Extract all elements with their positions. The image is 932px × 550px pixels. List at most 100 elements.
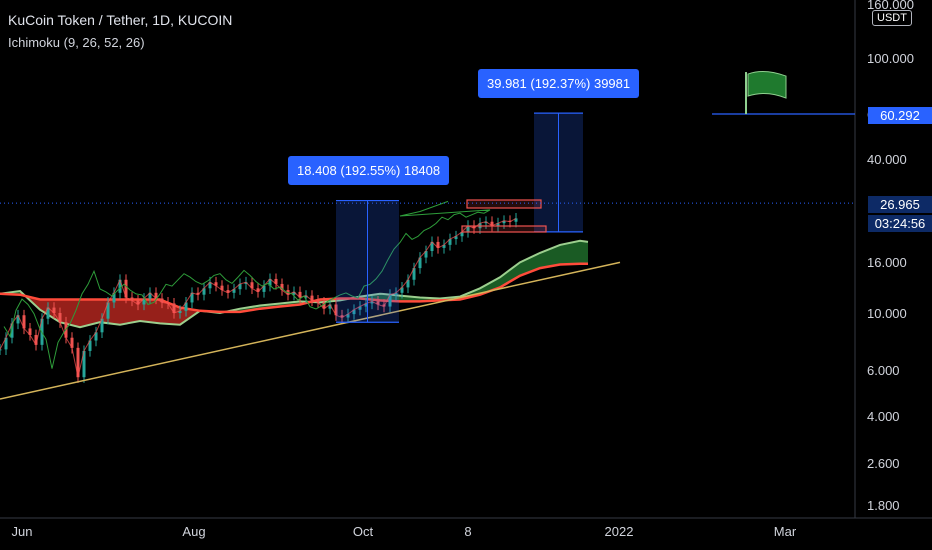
y-tick-label: 10.000 (867, 306, 907, 321)
y-tick-label: 160.000 (867, 0, 914, 12)
candle-body (472, 225, 476, 229)
candle-body (196, 292, 200, 295)
candle-body (118, 279, 122, 293)
candle-body (334, 304, 338, 316)
candle-body (364, 303, 368, 307)
x-tick-label: 2022 (605, 524, 634, 539)
candle-body (418, 257, 422, 269)
candle-body (184, 302, 188, 311)
x-tick-label: Aug (182, 524, 205, 539)
candle-body (130, 297, 134, 301)
y-tick-label: 6.000 (867, 363, 900, 378)
candle-body (406, 279, 410, 288)
candle-body (268, 278, 272, 286)
candle-body (202, 288, 206, 295)
candle-body (22, 315, 26, 329)
candle-body (10, 323, 14, 338)
candle-body (76, 347, 80, 378)
candle-body (460, 231, 464, 237)
candle-body (310, 295, 314, 301)
candle-body (256, 288, 260, 292)
candle-body (208, 282, 212, 289)
measure-label-2[interactable]: 39.981 (192.37%) 39981 (478, 69, 640, 98)
candle-body (0, 349, 2, 351)
cloud-segment (520, 252, 540, 276)
candle-body (484, 221, 488, 224)
countdown-badge: 03:24:56 (868, 215, 932, 232)
price-series (0, 200, 518, 383)
kijun-line (0, 217, 517, 378)
candle-body (262, 285, 266, 292)
candle-body (28, 328, 32, 335)
candle-body (496, 223, 500, 226)
candle-body (322, 302, 326, 309)
time-axis: Jun Aug Oct 8 2022 Mar (12, 524, 797, 539)
candle-body (214, 282, 218, 286)
candle-body (274, 278, 278, 284)
candle-body (466, 225, 470, 232)
x-tick-label: Mar (774, 524, 797, 539)
candle-body (172, 303, 176, 313)
candle-body (238, 283, 242, 290)
candle-body (112, 292, 116, 303)
cloud-segment (480, 277, 500, 295)
cloud-segment (540, 244, 560, 269)
candle-body (514, 218, 518, 222)
target-price-badge: 60.292 (868, 107, 932, 124)
candle-body (436, 241, 440, 248)
candle-body (220, 285, 224, 291)
currency-unit-badge[interactable]: USDT (872, 10, 912, 26)
price-axis: 160.000100.00060.00040.00016.00010.0006.… (867, 0, 914, 513)
current-price-badge: 26.965 (868, 196, 932, 213)
candle-body (358, 306, 362, 310)
candle-body (142, 298, 146, 305)
candle-body (400, 287, 404, 293)
candle-body (448, 239, 452, 245)
candle-body (226, 290, 230, 293)
measure-label-1[interactable]: 18.408 (192.55%) 18408 (288, 156, 450, 185)
flag-icon (747, 71, 787, 99)
candle-body (376, 301, 380, 305)
candle-body (124, 279, 128, 298)
cloud-segment (560, 240, 580, 265)
cloud-segment (60, 299, 80, 328)
drawing-tools (0, 71, 855, 400)
cloud-segment (580, 240, 588, 264)
y-tick-label: 2.600 (867, 456, 900, 471)
candle-body (34, 334, 38, 345)
chikou-span (3, 200, 491, 369)
candle-body (190, 292, 194, 303)
x-tick-label: 8 (464, 524, 471, 539)
indicator-legend[interactable]: Ichimoku (9, 26, 52, 26) (8, 35, 145, 50)
candle-body (298, 291, 302, 298)
candle-body (106, 302, 110, 319)
candle-body (346, 314, 350, 318)
candle-body (16, 315, 20, 324)
candle-body (490, 221, 494, 226)
candle-body (136, 300, 140, 305)
candle-body (154, 292, 158, 299)
y-tick-label: 1.800 (867, 498, 900, 513)
y-tick-label: 4.000 (867, 409, 900, 424)
candle-body (340, 315, 344, 318)
candle-body (166, 302, 170, 304)
candle-body (4, 337, 8, 350)
candle-body (52, 307, 56, 313)
candle-body (244, 282, 248, 284)
y-tick-label: 16.000 (867, 255, 907, 270)
candle-body (232, 289, 236, 293)
trendline (0, 261, 621, 400)
senkou-span-b (0, 262, 588, 314)
support-zone (461, 225, 547, 233)
candle-body (100, 318, 104, 333)
candle-body (502, 220, 506, 224)
candle-body (424, 251, 428, 258)
candle-body (280, 283, 284, 291)
candle-body (58, 313, 62, 323)
candle-body (292, 291, 296, 295)
resistance-zone (466, 199, 542, 209)
candle-body (304, 295, 308, 298)
candle-body (88, 340, 92, 351)
cloud-segment (40, 299, 60, 323)
